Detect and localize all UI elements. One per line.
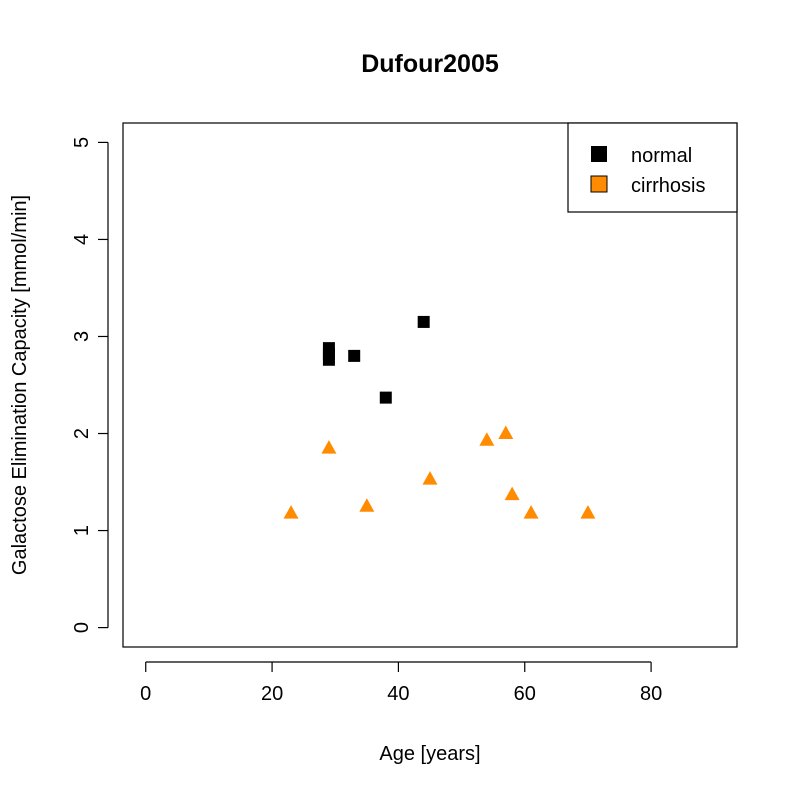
x-tick-label: 60 — [514, 683, 536, 705]
legend-label-cirrhosis: cirrhosis — [631, 175, 705, 197]
x-axis: 0 20 40 60 80 — [140, 661, 662, 705]
point-cirrhosis — [580, 505, 596, 519]
data-points — [283, 315, 596, 519]
x-tick-label: 40 — [387, 683, 409, 705]
y-tick-label: 2 — [71, 428, 93, 439]
plot-frame — [122, 122, 738, 648]
x-tick-label: 0 — [140, 683, 151, 705]
y-tick-label: 5 — [71, 137, 93, 148]
x-tick-label: 20 — [261, 683, 283, 705]
point-normal — [417, 315, 430, 328]
legend-box — [567, 122, 738, 213]
legend-label-normal: normal — [631, 145, 692, 167]
point-normal — [379, 391, 392, 404]
legend: normal cirrhosis — [567, 122, 738, 213]
point-cirrhosis — [359, 498, 375, 512]
point-cirrhosis — [498, 425, 514, 440]
point-cirrhosis — [523, 505, 539, 519]
point-cirrhosis — [283, 505, 299, 519]
y-tick-label: 3 — [71, 331, 93, 342]
point-normal — [322, 353, 335, 366]
point-cirrhosis — [422, 471, 438, 485]
legend-swatch-cirrhosis — [590, 175, 608, 193]
y-tick-label: 4 — [71, 234, 93, 245]
point-cirrhosis — [504, 486, 520, 501]
legend-swatch-normal — [591, 146, 607, 162]
y-axis: 0 1 2 3 4 5 — [71, 137, 109, 633]
y-axis-label: Galactose Elimination Capacity [mmol/min… — [9, 195, 31, 575]
x-axis-label: Age [years] — [379, 743, 480, 765]
point-cirrhosis — [479, 432, 495, 446]
chart-title: Dufour2005 — [361, 50, 499, 78]
x-tick-label: 80 — [640, 683, 662, 705]
y-tick-label: 1 — [71, 525, 93, 536]
point-normal — [348, 349, 361, 362]
point-cirrhosis — [321, 440, 337, 454]
y-tick-label: 0 — [71, 622, 93, 633]
